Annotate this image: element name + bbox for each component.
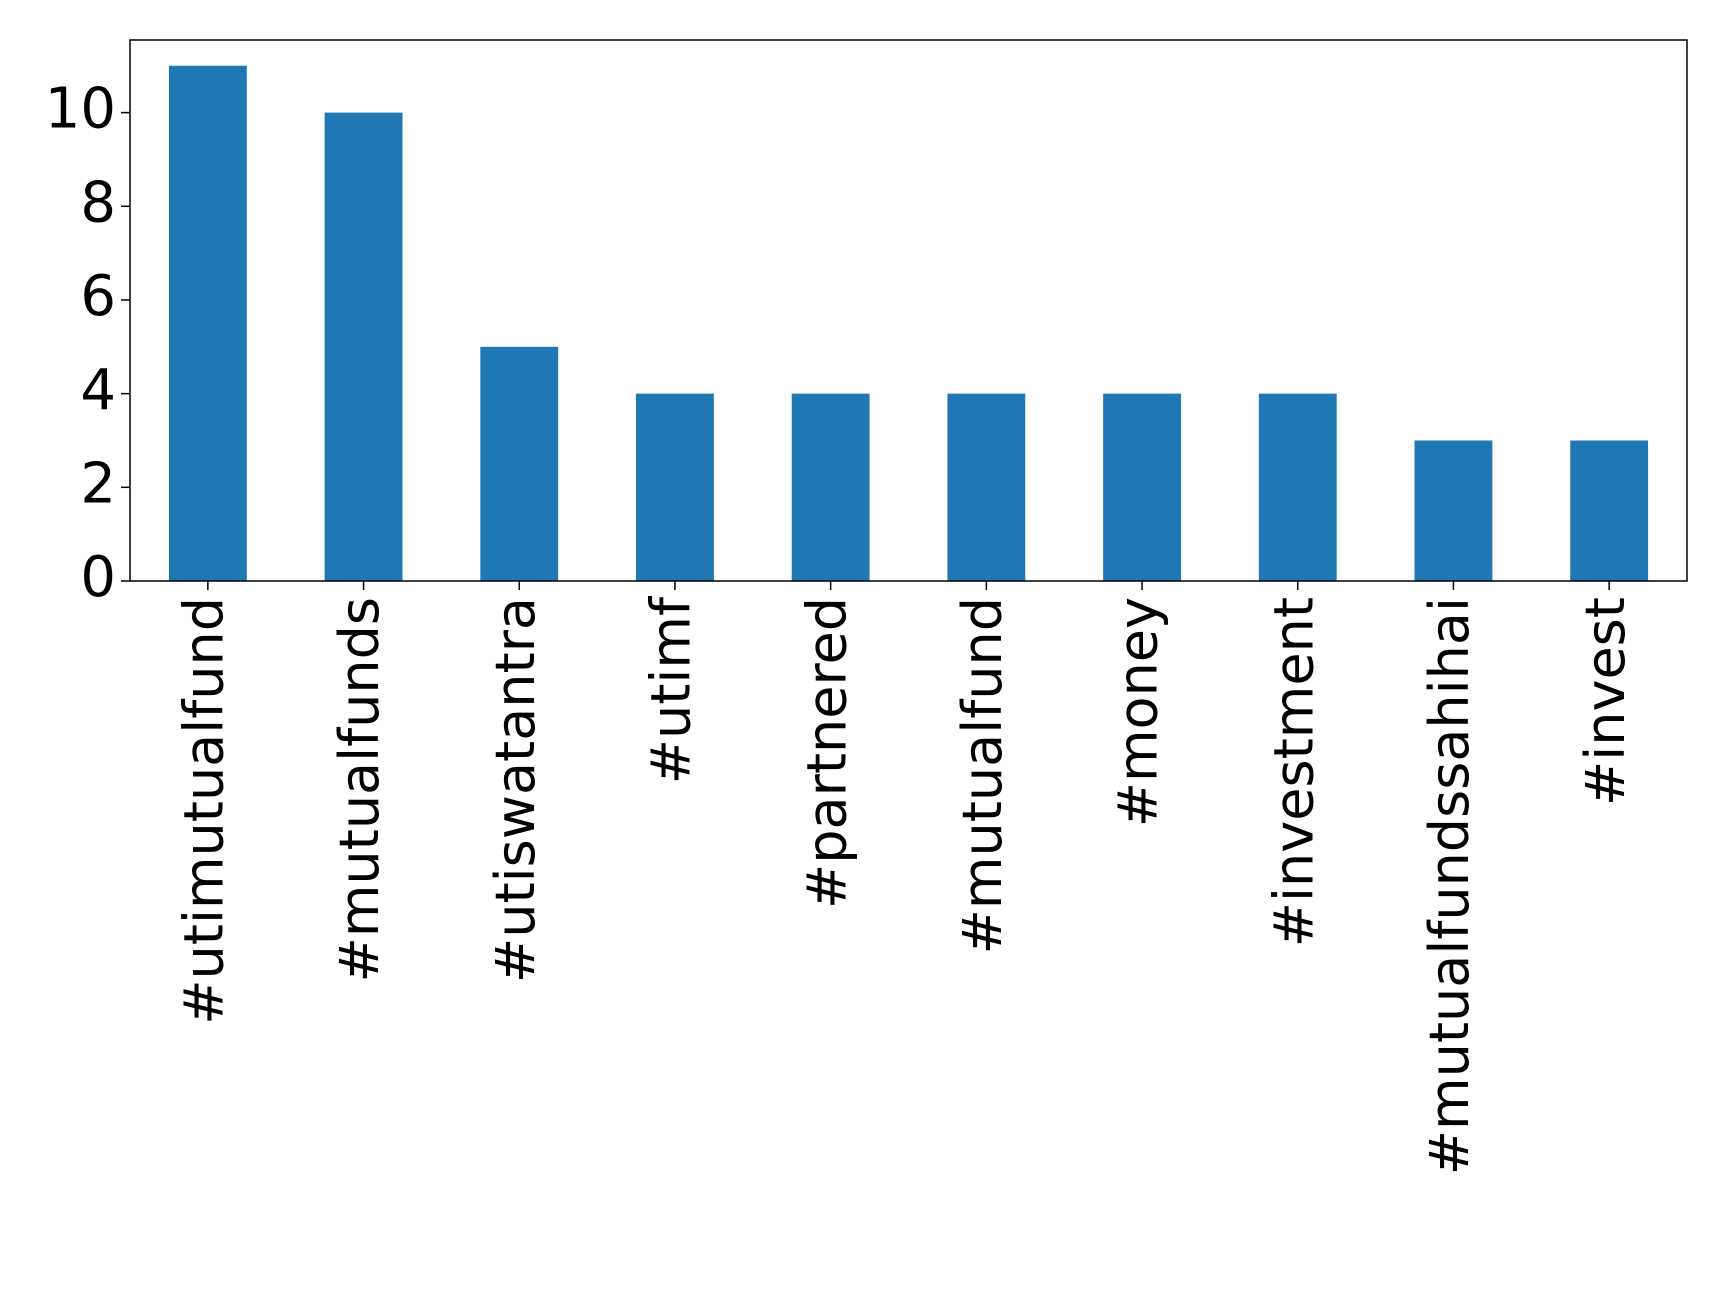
plot-frame — [129, 39, 1688, 582]
x-tick-label: #money — [1107, 597, 1170, 827]
x-tick-label: #investment — [1262, 597, 1325, 947]
bar — [480, 346, 559, 581]
x-tick-label: #partnered — [795, 597, 858, 909]
bar — [324, 112, 403, 581]
bar — [636, 393, 714, 581]
y-tick-label: 4 — [80, 358, 116, 423]
y-tick-label: 6 — [80, 264, 116, 329]
bar — [791, 393, 870, 581]
x-tick-label: #utiswatantra — [484, 597, 547, 983]
bar — [947, 393, 1026, 581]
x-tick-label: #mutualfund — [951, 597, 1014, 954]
y-tick-label: 0 — [80, 545, 116, 610]
x-tick-label: #mutualfunds — [328, 597, 391, 982]
x-tick-label: #mutualfundssahihai — [1418, 597, 1481, 1175]
y-tick-label: 10 — [45, 77, 116, 142]
bar — [1570, 440, 1649, 581]
bar — [1103, 393, 1181, 581]
x-tick-label: #invest — [1574, 597, 1637, 806]
x-tick-label: #utimutualfund — [172, 597, 235, 1025]
bar — [1414, 440, 1493, 581]
x-tick-label: #utimf — [640, 595, 703, 784]
y-tick-label: 8 — [80, 170, 116, 235]
bar — [168, 65, 247, 581]
bar — [1258, 393, 1337, 581]
y-tick-label: 2 — [80, 451, 116, 516]
